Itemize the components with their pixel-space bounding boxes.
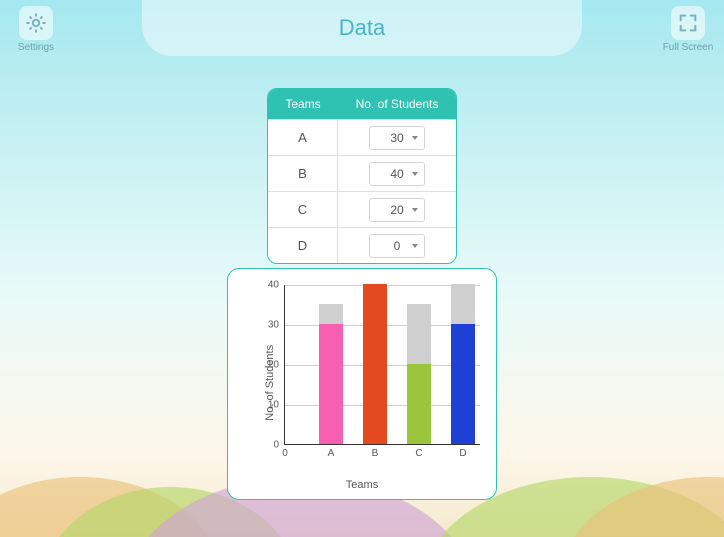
data-table: Teams No. of Students A30B40C20D0: [267, 88, 457, 264]
dropdown-value: 0: [394, 239, 401, 253]
page-title: Data: [339, 15, 385, 41]
table-header-teams: Teams: [268, 89, 338, 119]
value-dropdown[interactable]: 40: [369, 162, 425, 186]
chart-bar-value: [451, 324, 475, 444]
chart-x-label: Teams: [228, 479, 496, 491]
dropdown-value: 20: [390, 203, 403, 217]
settings-button[interactable]: Settings: [8, 6, 64, 53]
table-header-values: No. of Students: [338, 89, 456, 119]
chart-y-tick: 10: [268, 400, 279, 411]
chart-bar-value: [363, 284, 387, 444]
chart-bar: [407, 284, 431, 444]
chevron-down-icon: [412, 244, 418, 248]
dropdown-value: 40: [390, 167, 403, 181]
chart-bar: [319, 284, 343, 444]
table-cell-team: C: [268, 192, 338, 227]
table-row: D0: [268, 227, 456, 263]
table-cell-team: D: [268, 228, 338, 263]
value-dropdown[interactable]: 20: [369, 198, 425, 222]
chart-bar-value: [319, 324, 343, 444]
landscape-hill: [0, 477, 220, 537]
fullscreen-button[interactable]: Full Screen: [660, 6, 716, 53]
table-cell-value: 20: [338, 198, 456, 222]
chevron-down-icon: [412, 208, 418, 212]
chart-bar-value: [407, 364, 431, 444]
chart-x-tick: A: [328, 448, 335, 459]
title-bar: Data: [142, 0, 582, 56]
chevron-down-icon: [412, 172, 418, 176]
table-row: B 40: [268, 155, 456, 191]
chart-bar: [451, 284, 475, 444]
chart-card: No. of Students 010203040ABCD0 Teams: [227, 268, 497, 500]
chart-y-tick: 40: [268, 280, 279, 291]
gear-icon: [19, 6, 53, 40]
chart-y-tick: 30: [268, 320, 279, 331]
chart-bar: [363, 284, 387, 444]
fullscreen-label: Full Screen: [660, 42, 716, 53]
table-row: A 30: [268, 119, 456, 155]
chevron-down-icon: [412, 136, 418, 140]
table-cell-value: 0: [338, 234, 456, 258]
table-row: C 20: [268, 191, 456, 227]
dropdown-value: 30: [390, 131, 403, 145]
landscape-hill: [560, 477, 724, 537]
table-cell-value: 30: [338, 126, 456, 150]
table-cell-team: B: [268, 156, 338, 191]
table-cell-value: 40: [338, 162, 456, 186]
value-dropdown[interactable]: 0: [369, 234, 425, 258]
table-header: Teams No. of Students: [268, 89, 456, 119]
chart-x-tick: C: [415, 448, 422, 459]
chart-x-tick: B: [372, 448, 379, 459]
fullscreen-icon: [671, 6, 705, 40]
value-dropdown[interactable]: 30: [369, 126, 425, 150]
chart-x-tick: D: [459, 448, 466, 459]
chart-y-tick: 20: [268, 360, 279, 371]
chart-x-tick: 0: [282, 448, 288, 459]
chart-plot: 010203040ABCD0: [284, 285, 480, 445]
chart-y-tick: 0: [273, 440, 279, 451]
table-cell-team: A: [268, 120, 338, 155]
settings-label: Settings: [8, 42, 64, 53]
